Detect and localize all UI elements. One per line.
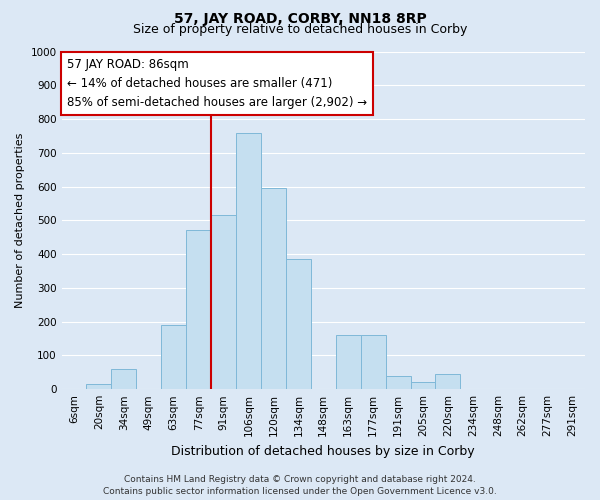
Bar (336, 335, 361, 389)
Text: 57 JAY ROAD: 86sqm
← 14% of detached houses are smaller (471)
85% of semi-detach: 57 JAY ROAD: 86sqm ← 14% of detached hou… (67, 58, 367, 110)
Bar (261, 188, 286, 389)
X-axis label: Distribution of detached houses by size in Corby: Distribution of detached houses by size … (172, 444, 475, 458)
Bar (386, 376, 410, 389)
Bar (361, 335, 386, 389)
Bar (186, 230, 211, 389)
Bar (161, 325, 186, 389)
Text: 57, JAY ROAD, CORBY, NN18 8RP: 57, JAY ROAD, CORBY, NN18 8RP (173, 12, 427, 26)
Bar (86, 384, 112, 389)
Text: Size of property relative to detached houses in Corby: Size of property relative to detached ho… (133, 22, 467, 36)
Bar (286, 259, 311, 389)
Bar (236, 132, 261, 389)
Bar (211, 216, 236, 389)
Bar (410, 382, 436, 389)
Bar (112, 369, 136, 389)
Bar (436, 374, 460, 389)
Y-axis label: Number of detached properties: Number of detached properties (15, 132, 25, 308)
Text: Contains HM Land Registry data © Crown copyright and database right 2024.
Contai: Contains HM Land Registry data © Crown c… (103, 474, 497, 496)
